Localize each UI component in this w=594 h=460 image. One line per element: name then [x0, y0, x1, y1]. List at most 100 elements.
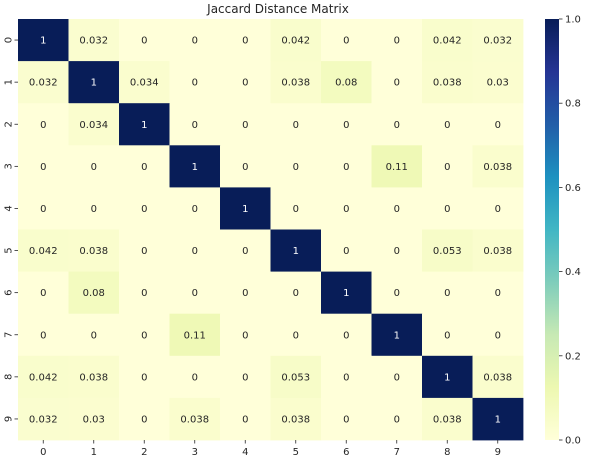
heatmap-cell-0-1 [68, 19, 120, 62]
x-axis-ticks: 0 1 2 3 4 5 6 7 8 9 [40, 440, 501, 458]
y-tick-label-2: 2 [4, 121, 15, 127]
colorbar-ticks: 0.0 0.2 0.4 0.6 0.8 1.0 [559, 15, 581, 447]
cell-value-label-7-4: 0 [242, 330, 248, 341]
colorbar-tick-label-1: 0.2 [565, 351, 581, 362]
cell-value-label-0-6: 0 [343, 36, 349, 47]
cell-value-label-9-1: 0.03 [83, 414, 105, 425]
x-tick-label-5: 5 [293, 447, 299, 458]
heatmap-cell-7-7 [371, 313, 423, 357]
heatmap-cell-6-9 [472, 271, 524, 315]
cell-value-label-3-6: 0 [343, 162, 349, 173]
cell-value-label-5-4: 0 [242, 246, 248, 257]
cell-value-label-1-7: 0 [394, 78, 400, 89]
cell-value-label-3-8: 0 [444, 162, 450, 173]
heatmap-cell-4-6 [321, 187, 372, 230]
heatmap-cell-2-2 [119, 103, 170, 146]
cell-value-label-8-6: 0 [343, 372, 349, 383]
cell-value-label-9-8: 0.038 [433, 414, 462, 425]
y-tick-label-9: 9 [4, 416, 15, 422]
x-tick-label-4: 4 [242, 447, 248, 458]
heatmap-cell-3-6 [321, 145, 372, 188]
y-axis-ticks: 0 1 2 3 4 5 6 7 8 9 [4, 37, 18, 422]
cell-value-label-9-7: 0 [394, 414, 400, 425]
cell-value-label-4-4: 1 [242, 204, 248, 215]
heatmap-cell-9-4 [220, 397, 271, 441]
heatmap-cell-3-8 [422, 145, 473, 188]
heatmap-cell-1-3 [169, 61, 221, 104]
cell-value-label-7-6: 0 [343, 330, 349, 341]
heatmap-cell-3-4 [220, 145, 271, 188]
cell-value-label-8-2: 0 [141, 372, 147, 383]
cell-value-label-6-3: 0 [192, 288, 198, 299]
heatmap-cell-0-6 [321, 19, 372, 62]
cell-value-label-0-0: 1 [40, 36, 46, 47]
heatmap-cell-6-6 [321, 271, 372, 315]
y-tick-label-4: 4 [4, 205, 15, 211]
heatmap-cell-6-8 [422, 271, 473, 315]
heatmap-cell-5-5 [270, 229, 322, 272]
y-tick-label-5: 5 [4, 247, 15, 253]
y-tick-label-8: 8 [4, 374, 15, 380]
cell-value-label-9-0: 0.032 [29, 414, 58, 425]
heatmap-cell-7-6 [321, 313, 372, 357]
heatmap-cell-2-0 [18, 103, 69, 146]
heatmap-cell-0-8 [422, 19, 473, 62]
heatmap-cell-3-3 [169, 145, 221, 188]
heatmap-cell-9-6 [321, 397, 372, 441]
heatmap-cell-7-5 [270, 313, 322, 357]
cell-value-label-5-1: 0.038 [79, 246, 108, 257]
cell-value-label-5-5: 1 [293, 246, 299, 257]
cell-value-label-2-8: 0 [444, 120, 450, 131]
cell-value-label-0-7: 0 [394, 36, 400, 47]
heatmap-cell-0-2 [119, 19, 170, 62]
heatmap-cell-6-1 [68, 271, 120, 315]
heatmap-cell-2-3 [169, 103, 221, 146]
cell-value-label-7-1: 0 [91, 330, 97, 341]
heatmap-cell-3-7 [371, 145, 423, 188]
heatmap-cell-2-7 [371, 103, 423, 146]
heatmap-cell-9-0 [18, 397, 69, 441]
heatmap-cell-7-4 [220, 313, 271, 357]
cell-value-label-8-7: 0 [394, 372, 400, 383]
cell-value-label-6-8: 0 [444, 288, 450, 299]
heatmap-cell-0-4 [220, 19, 271, 62]
cell-value-label-4-6: 0 [343, 204, 349, 215]
heatmap-cell-5-2 [119, 229, 170, 272]
heatmap-cell-4-1 [68, 187, 120, 230]
cell-value-label-8-9: 0.038 [483, 372, 512, 383]
heatmap-cell-6-0 [18, 271, 69, 315]
cell-value-label-1-1: 1 [91, 78, 97, 89]
heatmap-cell-2-9 [472, 103, 524, 146]
heatmap-cell-5-8 [422, 229, 473, 272]
x-tick-label-3: 3 [192, 447, 198, 458]
heatmap-cell-9-7 [371, 397, 423, 441]
heatmap-cell-1-1 [68, 61, 120, 104]
colorbar-tick-label-3: 0.6 [565, 183, 581, 194]
colorbar-tick-label-5: 1.0 [565, 15, 581, 26]
heatmap-cell-6-2 [119, 271, 170, 315]
cell-value-label-7-0: 0 [40, 330, 46, 341]
heatmap-cell-0-9 [472, 19, 524, 62]
cell-value-label-1-6: 0.08 [335, 78, 357, 89]
cell-value-label-2-3: 0 [192, 120, 198, 131]
cell-value-label-7-3: 0.11 [184, 330, 206, 341]
cell-value-label-9-4: 0 [242, 414, 248, 425]
cell-value-label-9-2: 0 [141, 414, 147, 425]
heatmap-cell-9-8 [422, 397, 473, 441]
heatmap-cell-4-5 [270, 187, 322, 230]
cell-value-label-3-5: 0 [293, 162, 299, 173]
heatmap-cell-4-0 [18, 187, 69, 230]
x-tick-label-1: 1 [91, 447, 97, 458]
cell-value-label-7-7: 1 [394, 330, 400, 341]
heatmap-cell-8-7 [371, 355, 423, 399]
cell-value-label-8-4: 0 [242, 372, 248, 383]
colorbar-tick-label-2: 0.4 [565, 267, 581, 278]
heatmap-cell-0-0 [18, 19, 69, 62]
cell-value-label-5-7: 0 [394, 246, 400, 257]
heatmap-cell-9-5 [270, 397, 322, 441]
cell-value-label-1-0: 0.032 [29, 78, 58, 89]
y-tick-label-1: 1 [4, 79, 15, 85]
colorbar [545, 19, 559, 440]
cell-value-label-3-9: 0.038 [483, 162, 512, 173]
heatmap-cell-8-3 [169, 355, 221, 399]
